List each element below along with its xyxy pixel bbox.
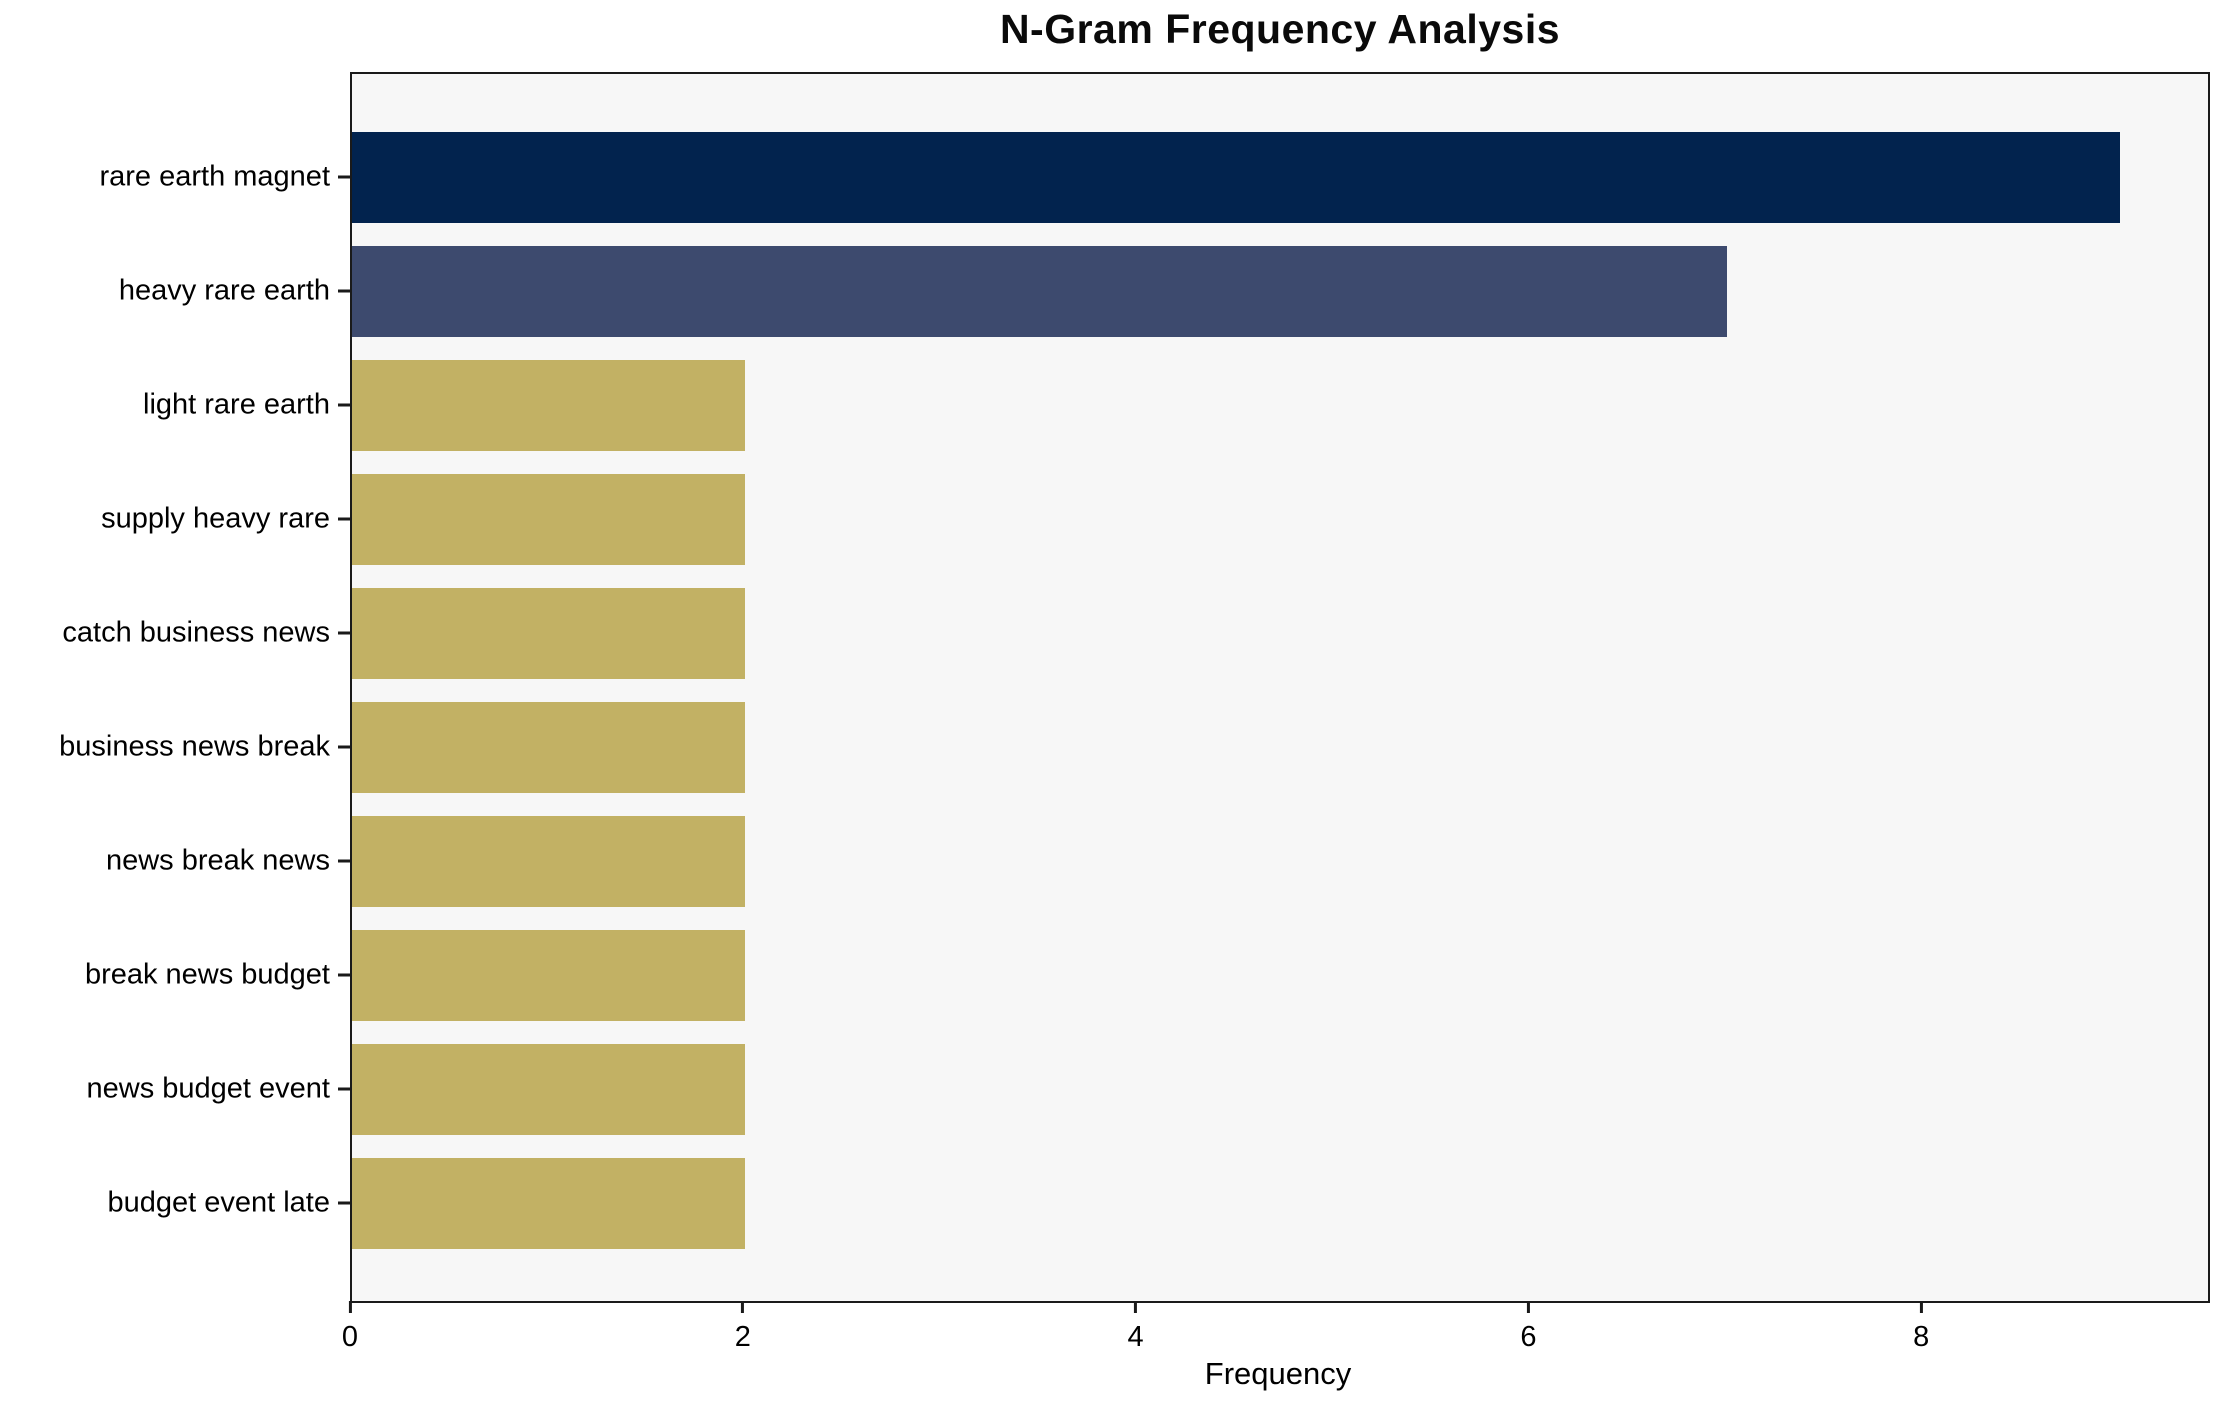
bar — [352, 815, 745, 907]
x-tick-label: 0 — [341, 1321, 359, 1353]
bar-row: news break news — [106, 804, 2208, 918]
y-axis-label: supply heavy rare — [101, 502, 330, 535]
bar-row: budget event late — [107, 1146, 2208, 1260]
x-tick-label: 2 — [734, 1321, 751, 1353]
y-axis-label: break news budget — [84, 958, 330, 991]
bar-row: light rare earth — [143, 348, 2208, 462]
x-tick-mark — [1526, 1301, 1530, 1313]
x-tick: 6 — [1520, 1301, 1536, 1354]
y-tick-mark — [338, 973, 350, 977]
bar-row: business news break — [59, 690, 2208, 804]
bar-row: catch business news — [62, 576, 2208, 690]
y-axis-label: light rare earth — [143, 388, 330, 421]
y-axis-label: heavy rare earth — [118, 274, 330, 307]
y-tick-mark — [338, 403, 350, 407]
y-tick-mark — [338, 859, 350, 863]
y-tick-mark — [338, 1201, 350, 1205]
x-tick-label: 8 — [1913, 1321, 1930, 1353]
bar — [352, 1043, 745, 1135]
bar-rows: rare earth magnet heavy rare earth light… — [59, 120, 2208, 1260]
x-tick-label: 6 — [1520, 1321, 1537, 1353]
x-tick: 2 — [735, 1301, 751, 1354]
y-tick-mark — [338, 631, 350, 635]
y-axis-label: news budget event — [86, 1072, 330, 1105]
bar-row: heavy rare earth — [119, 234, 2208, 348]
y-tick-mark — [338, 517, 350, 521]
bar — [352, 473, 745, 565]
bar — [352, 1157, 745, 1249]
chart-title: N-Gram Frequency Analysis — [999, 6, 1561, 52]
x-tick-mark — [348, 1301, 352, 1313]
bar — [352, 245, 1727, 337]
x-tick-mark — [1919, 1301, 1923, 1313]
x-tick: 4 — [1128, 1301, 1144, 1354]
y-axis-label: news break news — [105, 844, 330, 877]
y-axis-label: rare earth magnet — [99, 160, 330, 193]
bar — [352, 131, 2120, 223]
bar — [352, 929, 745, 1021]
y-axis-label: budget event late — [107, 1186, 330, 1219]
x-axis-title: Frequency — [1204, 1356, 1352, 1391]
bar-row: break news budget — [85, 918, 2208, 1032]
x-tick-label: 4 — [1127, 1321, 1144, 1353]
y-axis-label: business news break — [59, 730, 330, 763]
x-tick: 0 — [342, 1301, 358, 1354]
y-tick-mark — [338, 175, 350, 179]
bar-row: supply heavy rare — [101, 462, 2208, 576]
y-tick-mark — [338, 289, 350, 293]
x-tick-mark — [1134, 1301, 1138, 1313]
y-tick-mark — [338, 1087, 350, 1091]
x-axis: 0 2 4 6 8 — [342, 1301, 2206, 1361]
bar — [352, 359, 745, 451]
x-tick: 8 — [1913, 1301, 1929, 1354]
y-axis-label: catch business news — [62, 616, 330, 649]
bar — [352, 587, 745, 679]
bar-row: news budget event — [87, 1032, 2208, 1146]
bar — [352, 701, 745, 793]
x-tick-mark — [741, 1301, 745, 1313]
bar-row: rare earth magnet — [99, 120, 2208, 234]
plot-area: rare earth magnet heavy rare earth light… — [59, 72, 2210, 1303]
y-tick-mark — [338, 745, 350, 749]
